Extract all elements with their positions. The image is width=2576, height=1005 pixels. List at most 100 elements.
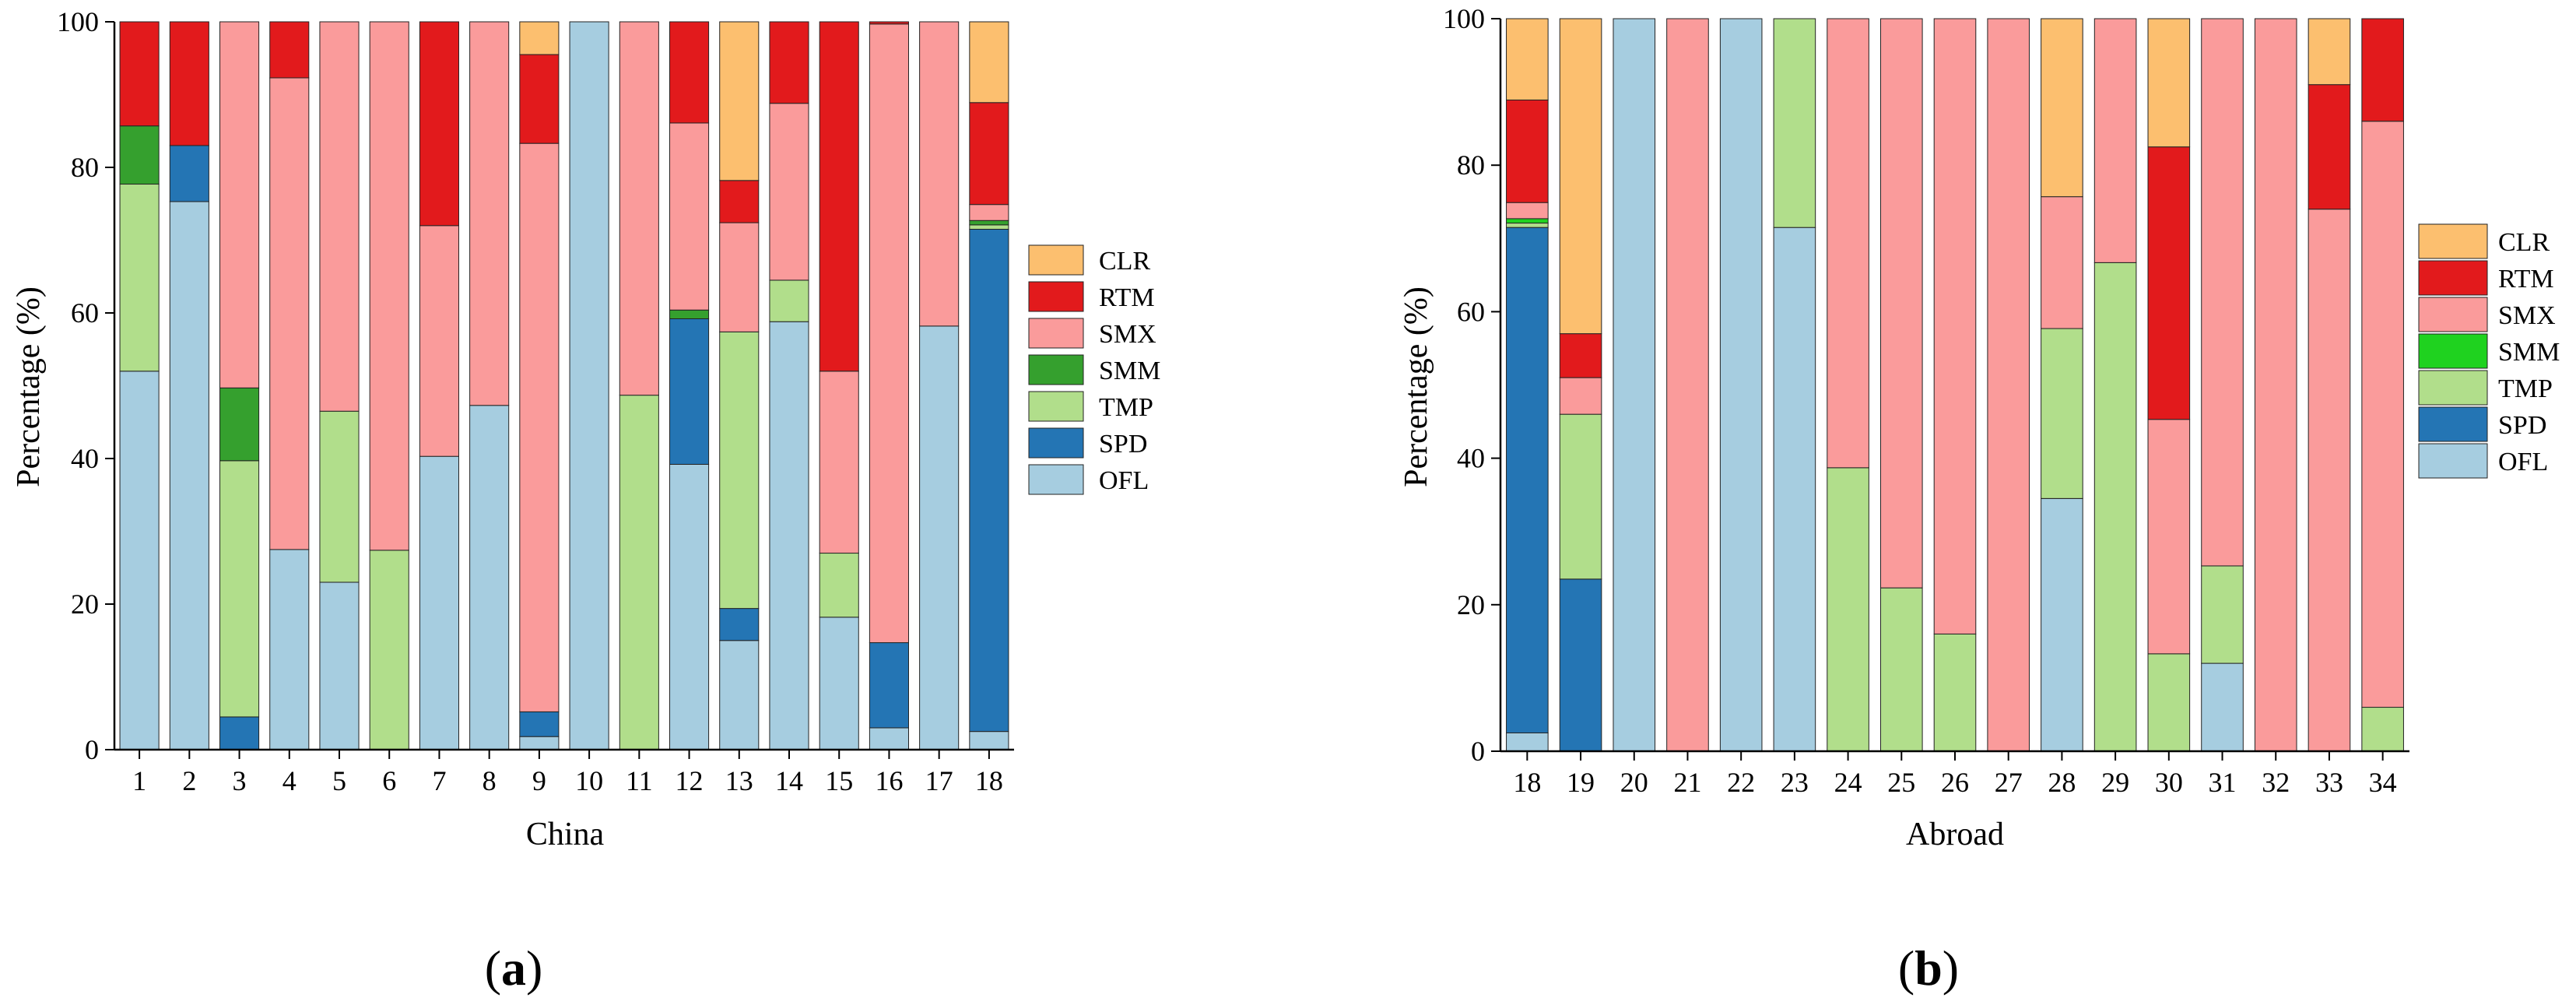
x-tick-label-29: 29 (2101, 767, 2129, 798)
bar-segment-spd-9 (519, 711, 560, 737)
bar-segment-ofl-22 (1719, 18, 1763, 752)
bar-segment-spd-16 (869, 642, 909, 729)
x-axis-title-a: China (526, 817, 605, 852)
bar-segment-ofl-17 (919, 325, 960, 750)
x-tick-label-14: 14 (775, 765, 803, 796)
bar-segment-smx-31 (2201, 18, 2244, 567)
bar-segment-smx-29 (2093, 18, 2137, 263)
bar-segment-rtm-16 (869, 21, 909, 25)
bar-segment-tmp-25 (1880, 587, 1923, 752)
bar-segment-clr-13 (719, 21, 760, 181)
bar-segment-smm-18 (1506, 218, 1549, 224)
bar-segment-smx-4 (269, 77, 310, 550)
x-tick-label-5: 5 (332, 765, 346, 796)
bar-segment-smx-5 (319, 21, 360, 412)
bar-segment-smx-6 (369, 21, 409, 551)
bar-segment-spd-12 (669, 318, 710, 465)
bar-segment-ofl-10 (569, 21, 609, 750)
x-tick-label-32: 32 (2262, 767, 2290, 798)
bar-segment-smx-9 (519, 142, 560, 712)
legend-swatch-smx (2418, 297, 2488, 332)
x-tick-label-30: 30 (2155, 767, 2183, 798)
legend-swatch-tmp (1028, 391, 1084, 422)
y-tick-label-0: 0 (85, 734, 99, 765)
bar-segment-smx-24 (1827, 18, 1869, 469)
bar-segment-ofl-12 (669, 463, 710, 750)
bar-segment-clr-30 (2147, 18, 2191, 148)
bar-segment-ofl-4 (269, 549, 310, 750)
x-axis-a: 1 2 3 4 5 6 7 8 9 10 11 12 13 14 15 16 17 18 (114, 748, 1014, 796)
legend-label-smm: SMM (2498, 338, 2560, 367)
bar-segment-rtm-19 (1559, 333, 1602, 378)
y-tick-label-0: 0 (1471, 736, 1485, 767)
bar-segment-rtm-13 (719, 180, 760, 223)
legend-swatch-tmp (2418, 370, 2488, 406)
legend-swatch-ofl (2418, 443, 2488, 479)
bar-segment-tmp-31 (2201, 565, 2244, 664)
bar-segment-smx-17 (919, 21, 960, 327)
bar-segment-rtm-1 (119, 21, 160, 127)
legend-a: CLR RTM SMX SMM TMP SPD OFL (1028, 244, 1160, 495)
y-axis-title-a: Percentage (%) (11, 286, 47, 487)
legend-swatch-spd (2418, 406, 2488, 442)
bar-segment-spd-2 (169, 145, 209, 202)
bar-segment-tmp-23 (1773, 18, 1816, 228)
bar-segment-ofl-9 (519, 736, 560, 750)
bar-segment-smm-18 (969, 220, 1009, 226)
bar-segment-spd-18 (969, 228, 1009, 733)
x-tick-label-28: 28 (2048, 767, 2076, 798)
legend-swatch-rtm (1028, 281, 1084, 312)
bar-segment-tmp-6 (369, 550, 409, 750)
legend-label-smx: SMX (2498, 301, 2556, 330)
bar-segment-ofl-28 (2041, 497, 2083, 752)
bar-segment-smm-1 (119, 125, 160, 185)
bar-segment-clr-33 (2308, 18, 2351, 86)
y-axis-title-b: Percentage (%) (1399, 286, 1434, 487)
bar-segment-smx-33 (2308, 209, 2351, 752)
bar-segment-smx-16 (869, 23, 909, 644)
x-tick-label-24: 24 (1834, 767, 1862, 798)
bar-segment-tmp-3 (219, 460, 260, 718)
legend-label-tmp: TMP (1099, 393, 1153, 422)
x-tick-label-8: 8 (483, 765, 497, 796)
x-tick-label-20: 20 (1620, 767, 1648, 798)
bar-segment-rtm-34 (2361, 18, 2404, 122)
bar-segment-smx-18 (1506, 202, 1549, 220)
x-tick-label-1: 1 (132, 765, 146, 796)
bar-segment-tmp-30 (2147, 653, 2191, 752)
x-tick-label-16: 16 (875, 765, 903, 796)
bar-segment-ofl-14 (769, 321, 809, 750)
x-tick-label-10: 10 (575, 765, 603, 796)
legend-label-ofl: OFL (1099, 466, 1149, 495)
y-tick-label-60: 60 (71, 297, 99, 329)
bar-segment-rtm-15 (819, 21, 859, 372)
chart-panel-b: 0 20 40 60 80 100 18 19 20 21 22 23 24 25 26 27 28 29 30 3… (1399, 3, 2560, 996)
x-tick-label-12: 12 (676, 765, 704, 796)
x-tick-label-19: 19 (1567, 767, 1595, 798)
bar-segment-ofl-2 (169, 201, 209, 750)
bar-segment-ofl-15 (819, 617, 859, 750)
legend-label-clr: CLR (1099, 247, 1150, 276)
legend-label-smm: SMM (1099, 357, 1160, 385)
x-tick-label-15: 15 (825, 765, 853, 796)
x-tick-label-18: 18 (1513, 767, 1541, 798)
x-tick-label-6: 6 (382, 765, 396, 796)
legend-swatch-ofl (1028, 464, 1084, 495)
bar-segment-smx-34 (2361, 121, 2404, 708)
bar-segment-ofl-23 (1773, 227, 1816, 752)
bar-segment-ofl-13 (719, 640, 760, 750)
legend-label-clr: CLR (2498, 228, 2550, 257)
bar-segment-smx-28 (2041, 196, 2083, 329)
bar-segment-ofl-7 (419, 455, 459, 750)
bar-segment-tmp-19 (1559, 413, 1602, 580)
bar-segment-tmp-18 (969, 224, 1009, 230)
x-tick-label-26: 26 (1941, 767, 1969, 798)
bar-segment-clr-28 (2041, 18, 2083, 198)
y-tick-label-80: 80 (1457, 149, 1485, 181)
legend-swatch-clr (1028, 244, 1084, 276)
bar-segment-clr-18 (1506, 18, 1549, 100)
y-tick-label-40: 40 (71, 443, 99, 474)
x-tick-label-34: 34 (2369, 767, 2397, 798)
x-tick-label-13: 13 (725, 765, 753, 796)
